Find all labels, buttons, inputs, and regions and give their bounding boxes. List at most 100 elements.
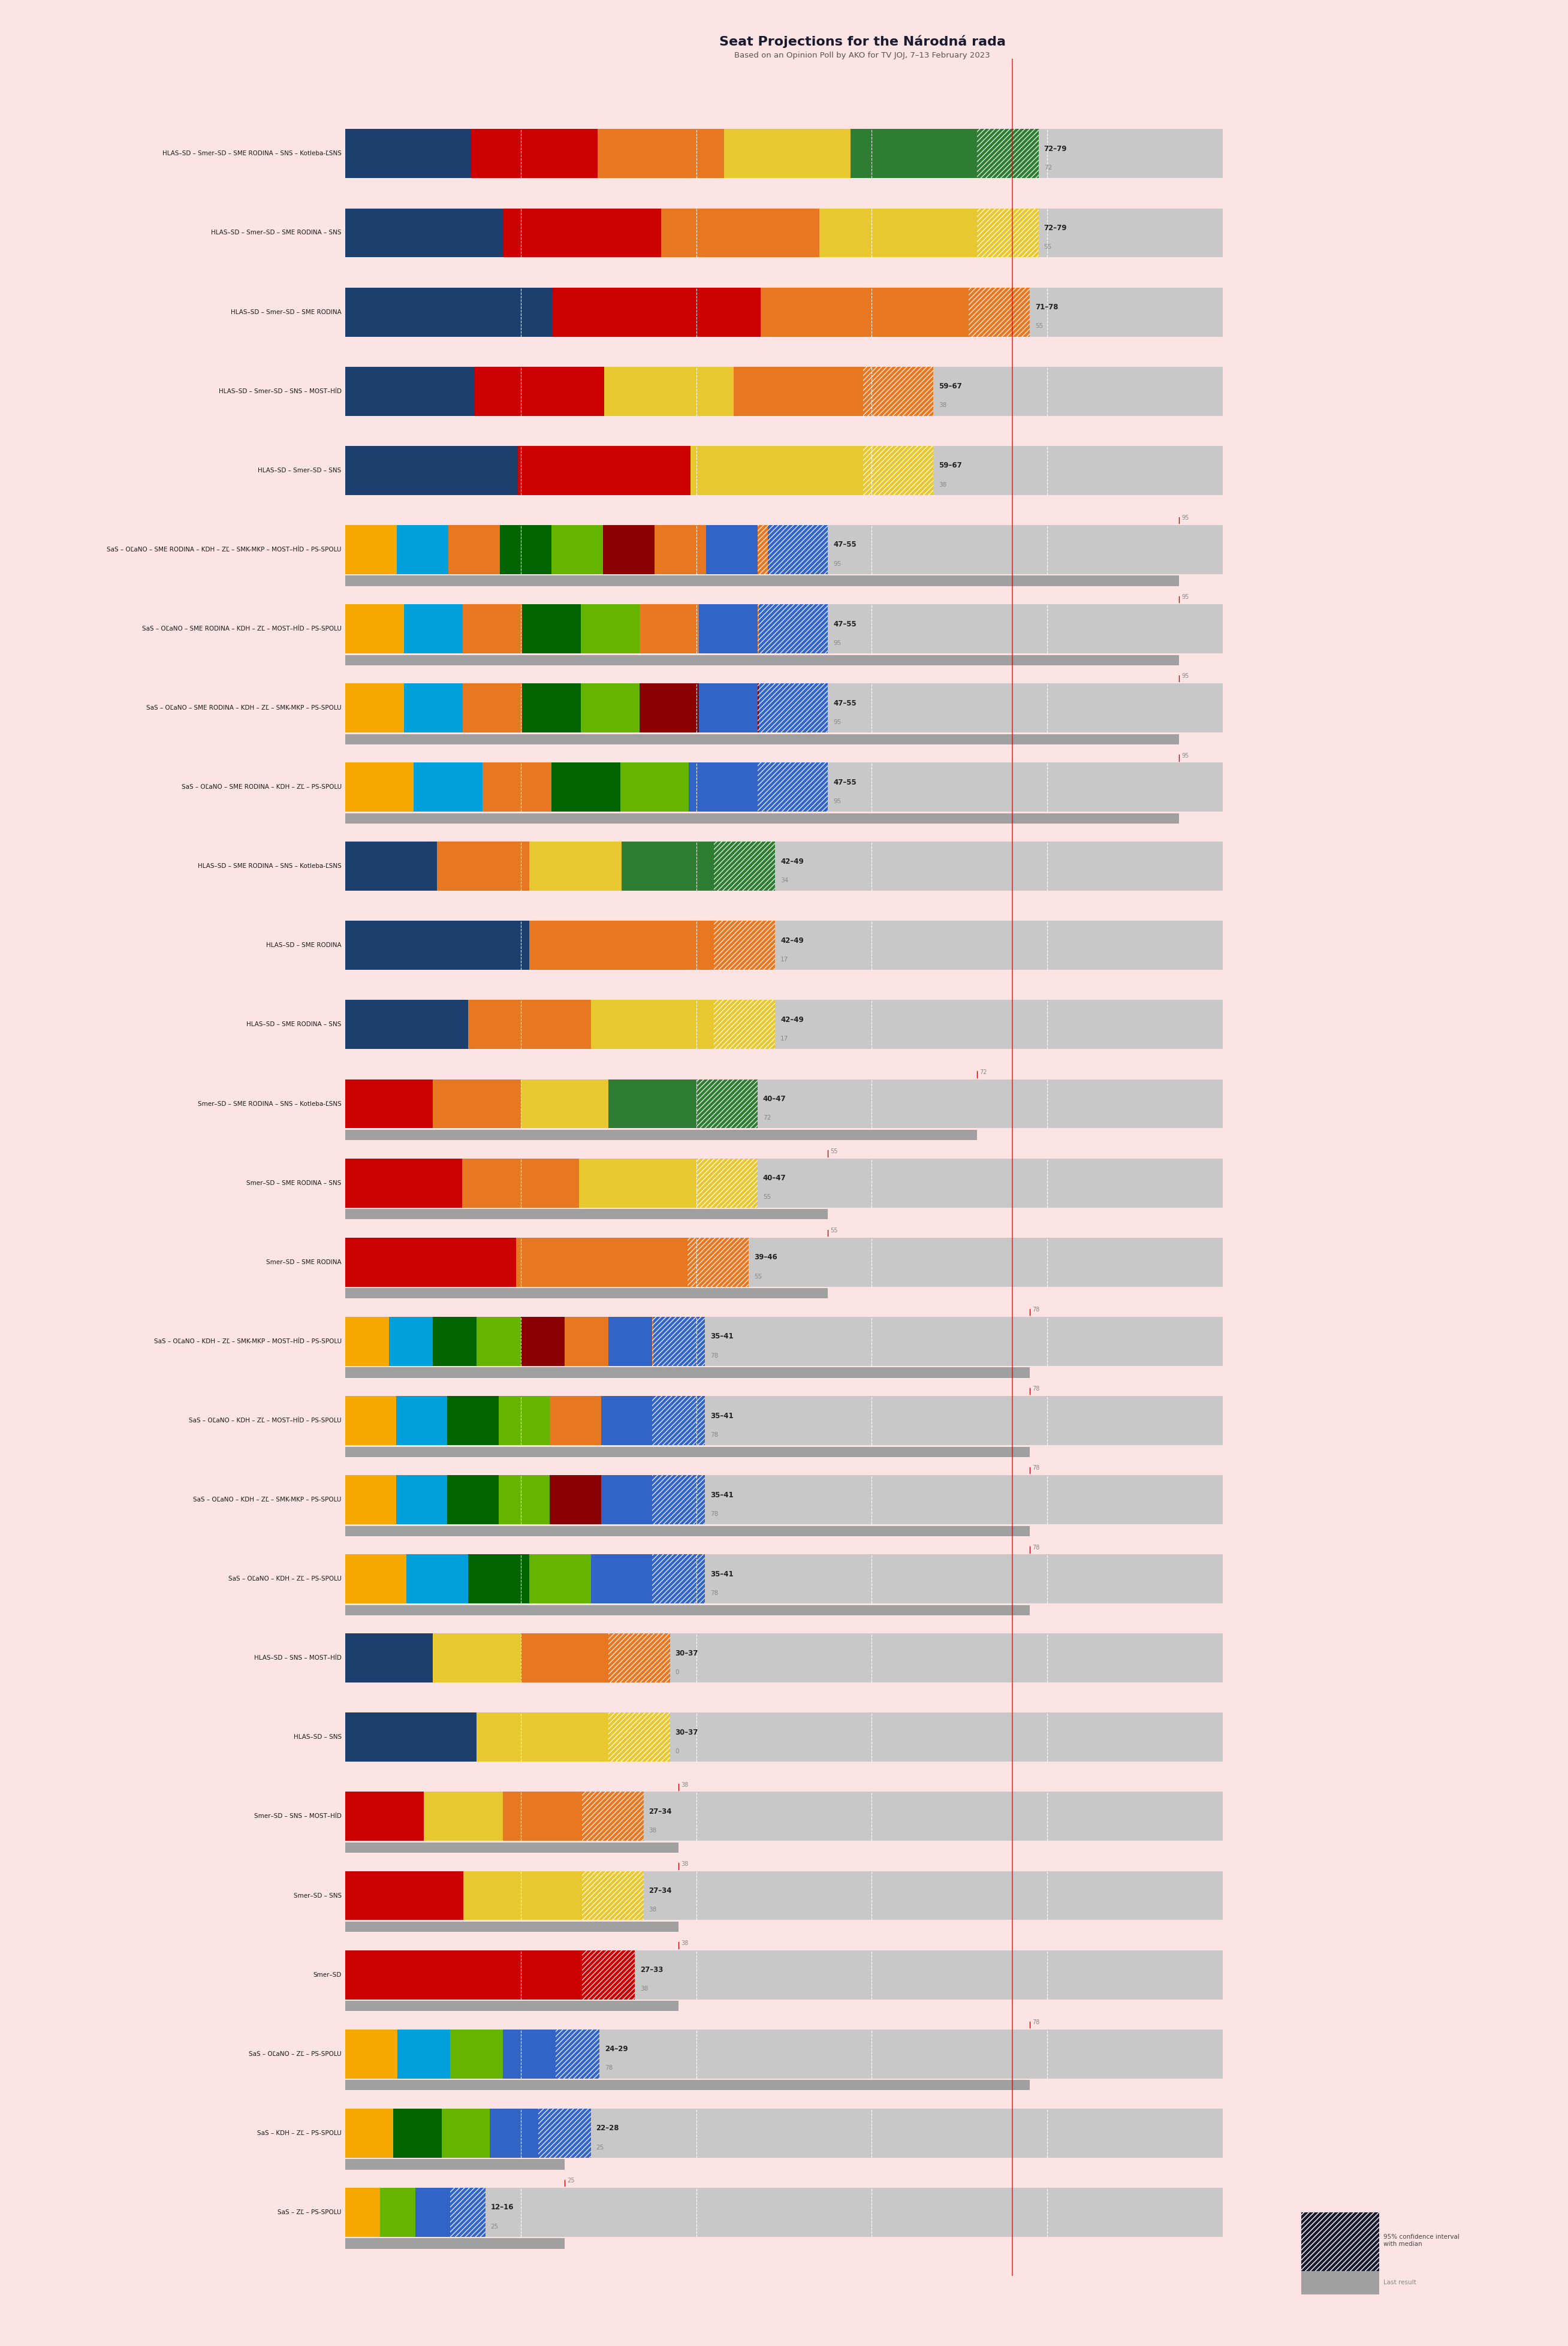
Bar [530,842,621,891]
Bar [345,129,472,178]
Bar [591,999,713,1049]
Text: HLAS–SD – Smer–SD – SME RODINA: HLAS–SD – Smer–SD – SME RODINA [230,310,342,314]
Text: 78: 78 [1032,1386,1040,1391]
Bar [552,762,619,812]
Text: 59–67: 59–67 [939,462,961,469]
Text: 38: 38 [681,1860,688,1867]
Bar [345,575,1179,586]
Text: 78: 78 [1032,1307,1040,1314]
Bar [463,605,522,652]
Bar [521,1316,564,1365]
Bar [433,1079,521,1128]
Bar [345,1525,1030,1537]
Text: 40–47: 40–47 [764,1175,786,1182]
Text: 95: 95 [833,798,840,805]
Bar [467,1555,530,1602]
Text: SaS – OĽaNO – SME RODINA – KDH – ZĽ – MOST–HÍD – PS-SPOLU: SaS – OĽaNO – SME RODINA – KDH – ZĽ – MO… [143,626,342,631]
Bar [538,2109,591,2158]
Bar [554,289,760,335]
Bar [345,2158,564,2170]
Bar [699,605,757,652]
Bar [654,526,706,575]
Text: 38: 38 [681,1940,688,1947]
Text: 25: 25 [596,2144,604,2151]
Text: 38: 38 [681,1783,688,1788]
Bar [345,762,1223,812]
Text: SaS – ZĽ – PS-SPOLU: SaS – ZĽ – PS-SPOLU [278,2210,342,2215]
Bar [345,2001,679,2011]
Bar [552,526,602,575]
Text: HLAS–SD – SME RODINA – SNS: HLAS–SD – SME RODINA – SNS [246,1021,342,1028]
Text: 78: 78 [1032,1544,1040,1551]
Bar [345,1633,433,1682]
Bar [463,683,522,732]
Bar [447,1396,499,1445]
Bar [608,1316,652,1365]
Bar [550,1476,601,1525]
Text: 39–46: 39–46 [754,1253,778,1262]
Bar [591,1555,652,1602]
Text: 72: 72 [980,1070,988,1074]
Text: 38: 38 [649,1907,657,1912]
Bar [345,1713,477,1762]
Bar [345,1447,1030,1457]
Bar [538,2109,591,2158]
Bar [619,762,688,812]
Bar [345,526,1223,575]
Bar [757,605,828,652]
Bar [640,605,699,652]
Bar [345,605,1223,652]
Bar [862,446,933,495]
Bar [345,446,517,495]
Bar [345,2029,1223,2079]
Bar [580,683,640,732]
Bar [345,762,414,812]
Bar [690,446,862,495]
Bar [652,1476,706,1525]
Bar [713,842,775,891]
Bar [550,1396,601,1445]
Text: 35–41: 35–41 [710,1569,734,1579]
Bar [699,683,757,732]
Bar [608,1713,670,1762]
Bar [601,1476,652,1525]
Bar [652,1396,706,1445]
Bar [582,1950,635,1999]
Bar [759,683,828,732]
Bar [389,1316,433,1365]
Bar [516,1239,687,1286]
Bar [757,526,828,575]
Bar [555,2029,599,2079]
Bar [345,922,1223,969]
Bar [345,1396,1223,1445]
Text: 78: 78 [710,1354,718,1358]
Bar [345,1633,1223,1682]
Bar [345,655,1179,666]
Text: SaS – OĽaNO – SME RODINA – KDH – ZĽ – SMK-MKP – MOST–HÍD – PS-SPOLU: SaS – OĽaNO – SME RODINA – KDH – ZĽ – SM… [107,547,342,554]
Text: 40–47: 40–47 [764,1096,786,1103]
Bar [450,2029,503,2079]
Text: 38: 38 [939,404,947,408]
Bar [652,1476,706,1525]
Text: 95: 95 [1182,594,1189,601]
Bar [345,289,554,335]
Bar [448,526,500,575]
Text: 55: 55 [831,1150,837,1154]
Bar [688,762,757,812]
Bar [406,1555,467,1602]
Bar [696,1159,757,1208]
Bar [579,1159,696,1208]
Bar [530,1555,591,1602]
Text: HLAS–SD – Smer–SD – SNS: HLAS–SD – Smer–SD – SNS [259,467,342,474]
Bar [977,209,1038,258]
Bar [652,1555,706,1602]
Text: Smer–SD: Smer–SD [314,1971,342,1978]
Bar [345,1950,582,1999]
Bar [969,289,1030,335]
Bar [489,2109,538,2158]
Bar [652,1396,706,1445]
Bar [345,1368,1030,1377]
Bar [499,1396,550,1445]
Bar [345,814,1179,823]
Bar [345,1079,433,1128]
